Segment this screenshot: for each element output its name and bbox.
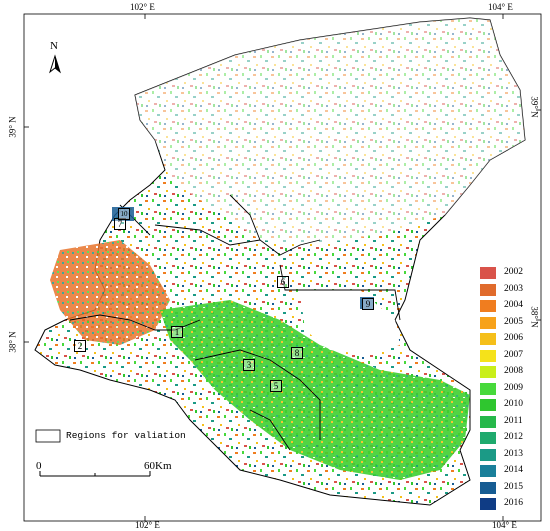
legend-item-2005: 2005 — [480, 316, 535, 331]
legend-item-2002: 2002 — [480, 266, 535, 281]
coord-top-102: 102° E — [130, 2, 155, 12]
site-2: 2 — [74, 340, 86, 352]
legend-label: 2002 — [504, 267, 523, 277]
legend-swatch — [480, 448, 496, 461]
legend-swatch — [480, 465, 496, 477]
site-8: 8 — [291, 347, 303, 359]
legend-item-2007: 2007 — [480, 349, 535, 364]
legend-swatch — [480, 283, 496, 296]
legend-swatch — [480, 498, 496, 510]
coord-bottom-104: 104° E — [492, 520, 517, 530]
legend-item-2009: 2009 — [480, 382, 535, 397]
legend-swatch — [480, 333, 496, 345]
scale-bar — [39, 471, 151, 477]
legend-label: 2005 — [504, 316, 523, 327]
legend-item-2012: 2012 — [480, 431, 535, 446]
legend-swatch — [480, 316, 496, 329]
north-label: N — [50, 40, 58, 52]
legend-item-2010: 2010 — [480, 398, 535, 413]
water-body-2 — [360, 297, 374, 309]
legend-item-2013: 2013 — [480, 448, 535, 463]
site-1: 1 — [171, 326, 183, 338]
water-body — [112, 207, 134, 221]
legend-item-2015: 2015 — [480, 481, 535, 496]
legend-label: 2008 — [504, 366, 523, 376]
coord-bottom-102: 102° E — [135, 520, 160, 530]
legend-label: 2016 — [504, 498, 523, 508]
coord-left-38: 38° N — [7, 331, 18, 353]
legend-swatch — [480, 366, 496, 378]
legend-swatch — [480, 415, 496, 428]
legend-label: 2004 — [504, 300, 523, 310]
legend-item-2011: 2011 — [480, 415, 535, 430]
legend-swatch — [480, 382, 496, 395]
legend-swatch — [480, 399, 496, 411]
legend-label: 2009 — [504, 382, 523, 393]
site-7: 7 — [114, 218, 126, 230]
legend-item-2004: 2004 — [480, 299, 535, 314]
legend-item-2006: 2006 — [480, 332, 535, 347]
legend-item-2008: 2008 — [480, 365, 535, 380]
legend-swatch — [480, 481, 496, 494]
legend-label: 2007 — [504, 349, 523, 360]
county-boundaries — [69, 194, 401, 451]
legend-label: 2012 — [504, 432, 523, 442]
legend-label: 2013 — [504, 448, 523, 459]
legend-swatch — [480, 300, 496, 312]
validation-legend-label: Regions for valiation — [66, 430, 186, 441]
site-5: 5 — [270, 380, 282, 392]
legend-item-2014: 2014 — [480, 464, 535, 479]
coord-right-39: 39° N — [529, 96, 540, 118]
scale-start-label: 0 — [36, 460, 42, 472]
coord-left-39: 39° N — [7, 116, 18, 138]
site-6: 6 — [277, 276, 289, 288]
site-9: 9 — [362, 298, 374, 310]
legend-swatch — [480, 349, 496, 362]
legend-swatch — [480, 267, 496, 279]
north-arrow-icon — [49, 54, 61, 74]
site-10: 10 — [118, 208, 130, 220]
legend-label: 2014 — [504, 465, 523, 475]
legend-label: 2015 — [504, 481, 523, 492]
site-3: 3 — [243, 359, 255, 371]
validation-legend-swatch — [35, 429, 61, 443]
legend-label: 2011 — [504, 415, 523, 426]
scale-end-label: 60Km — [144, 460, 172, 472]
central-white-region — [300, 290, 400, 355]
coord-top-104: 104° E — [488, 2, 513, 12]
green-zone — [160, 300, 470, 480]
legend-item-2016: 2016 — [480, 497, 535, 512]
graticule-ticks — [24, 14, 541, 521]
legend-label: 2003 — [504, 283, 523, 294]
legend-swatch — [480, 432, 496, 444]
legend-label: 2006 — [504, 333, 523, 343]
legend-label: 2010 — [504, 399, 523, 409]
northern-area — [135, 18, 525, 245]
legend-item-2003: 2003 — [480, 283, 535, 298]
